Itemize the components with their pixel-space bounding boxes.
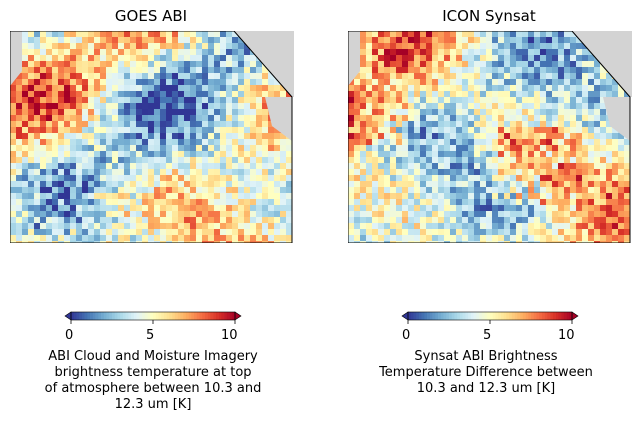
- map-frame: [348, 31, 631, 243]
- colorbar-goes-tick-5: 5: [146, 328, 155, 343]
- panel-title-icon: ICON Synsat: [442, 7, 536, 25]
- land-patch: [10, 31, 22, 86]
- colorbar-icon-tick-5: 5: [483, 328, 492, 343]
- colorbar-goes-tick-0: 0: [65, 328, 74, 343]
- colorbar-icon-tick-10: 10: [558, 328, 575, 343]
- land-patch: [265, 97, 292, 141]
- icon-synsat-map: [348, 31, 632, 243]
- colorbar-icon-label: Synsat ABI Brightness Temperature Differ…: [379, 349, 593, 396]
- colorbar-icon-gradient: [401, 311, 579, 324]
- land-patch: [603, 97, 630, 141]
- colorbar-icon-tick-0: 0: [402, 328, 411, 343]
- colorbar-goes-gradient: [64, 311, 242, 324]
- panel-title-goes: GOES ABI: [114, 7, 188, 25]
- goes-abi-map: [10, 31, 294, 243]
- map-frame: [10, 31, 293, 243]
- colorbar-goes-label: ABI Cloud and Moisture Imagery brightnes…: [44, 349, 262, 412]
- colorbar-goes-tick-10: 10: [221, 328, 238, 343]
- land-patch: [348, 31, 360, 86]
